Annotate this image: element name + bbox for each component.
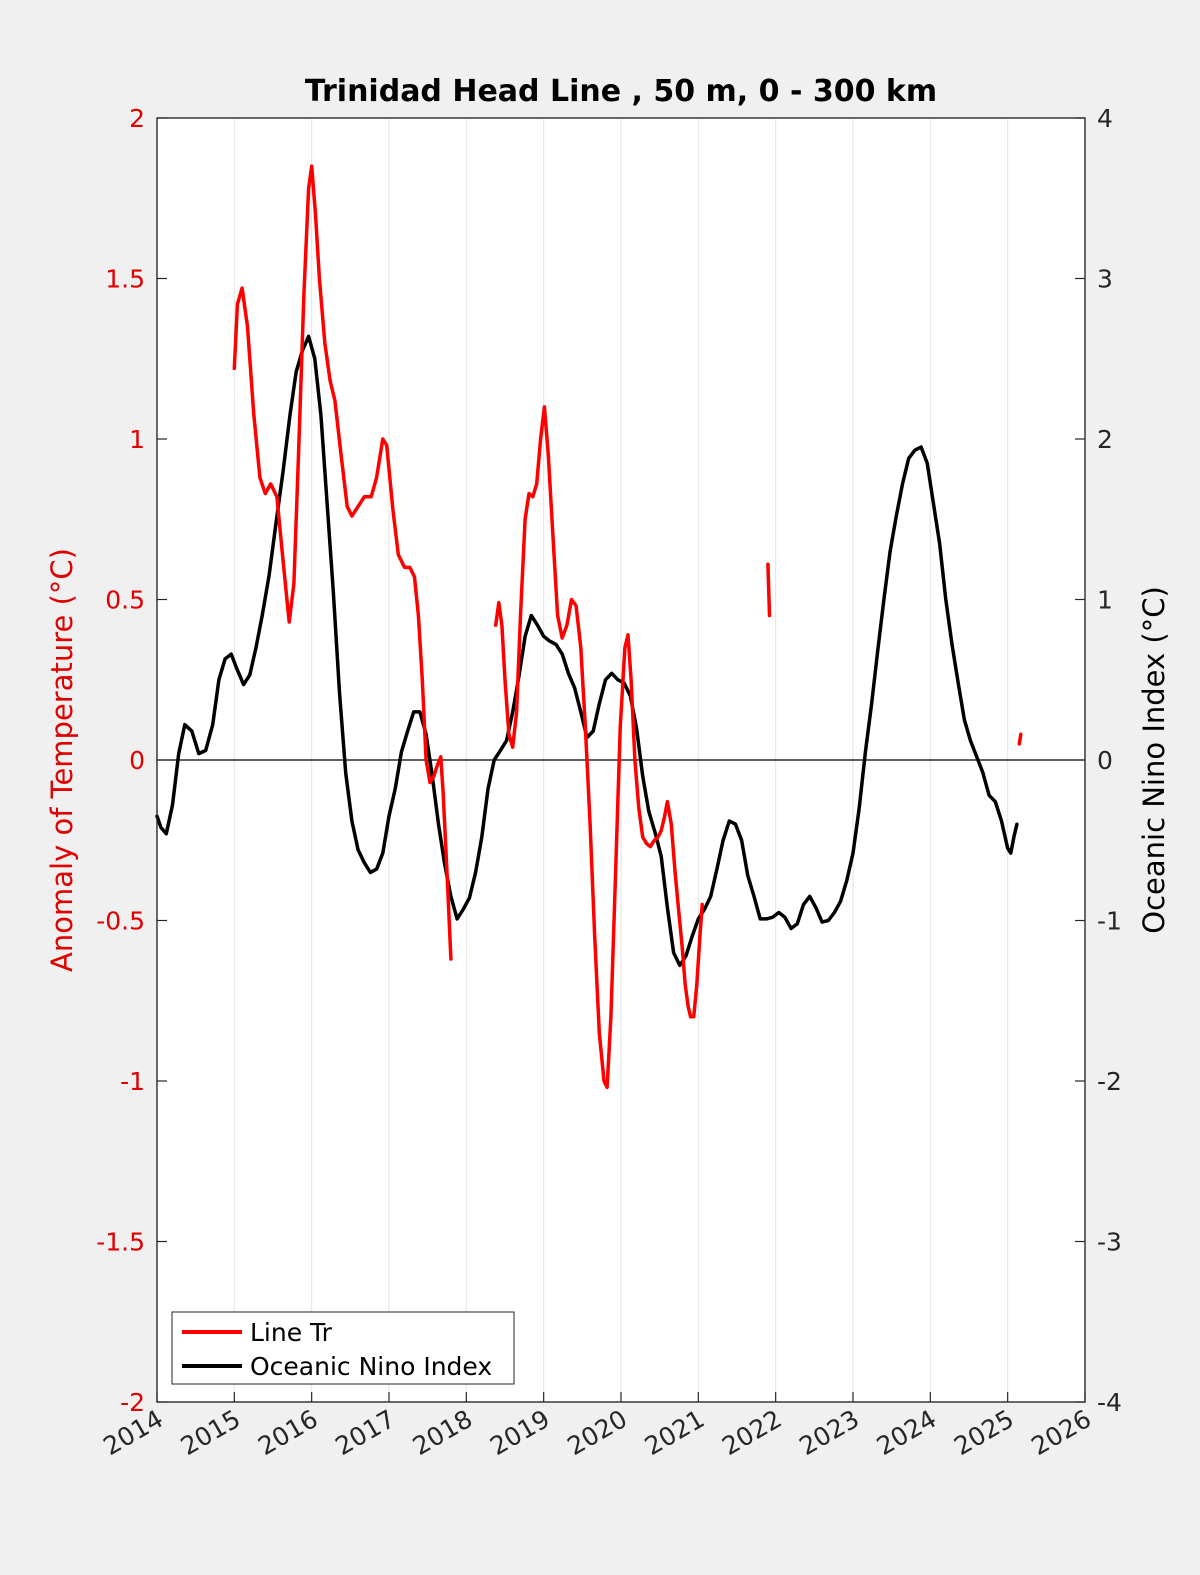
left-y-tick-label: 0 <box>129 746 145 775</box>
left-y-tick-label: -2 <box>120 1388 145 1417</box>
x-tick-label: 2016 <box>253 1404 323 1461</box>
x-tick-label: 2017 <box>330 1404 400 1461</box>
x-tick-label: 2025 <box>949 1404 1019 1461</box>
legend-box <box>171 1311 515 1385</box>
legend-label-line-tr: Line Tr <box>250 1318 333 1347</box>
x-tick-label: 2026 <box>1026 1404 1096 1461</box>
left-y-tick-label: 2 <box>129 104 145 133</box>
temperature-series-fragment <box>766 562 772 618</box>
x-tick-label: 2015 <box>176 1404 246 1461</box>
right-y-tick-label: 1 <box>1097 586 1113 615</box>
left-y-tick-label: 1.5 <box>105 265 145 294</box>
temperature-series-segment <box>232 164 453 961</box>
right-axis-label: Oceanic Nino Index (°C) <box>1137 586 1171 934</box>
x-tick-label: 2022 <box>717 1404 787 1461</box>
left-y-tick-label: -1.5 <box>96 1228 145 1257</box>
left-y-tick-label: -1 <box>120 1067 145 1096</box>
right-y-tick-label: 3 <box>1097 265 1113 294</box>
left-y-tick-label: 0.5 <box>105 586 145 615</box>
x-tick-label: 2021 <box>640 1404 710 1461</box>
legend: Line Tr Oceanic Nino Index <box>171 1311 515 1385</box>
temperature-series-segment <box>493 405 704 1090</box>
oni-series <box>155 334 1019 968</box>
right-y-tick-label: -4 <box>1097 1388 1122 1417</box>
temperature-series-fragment <box>1017 732 1023 746</box>
left-y-tick-label: -0.5 <box>96 907 145 936</box>
x-tick-label: 2023 <box>794 1404 864 1461</box>
left-axis-label: Anomaly of Temperature (°C) <box>45 548 79 972</box>
x-tick-label: 2024 <box>872 1404 942 1461</box>
left-y-tick-label: 1 <box>129 425 145 454</box>
legend-label-oni: Oceanic Nino Index <box>250 1352 492 1381</box>
plot-frame <box>156 117 1086 1403</box>
right-y-tick-label: 0 <box>1097 746 1113 775</box>
temperature-series <box>232 164 1023 1090</box>
x-tick-label: 2019 <box>485 1404 555 1461</box>
chart-title: Trinidad Head Line , 50 m, 0 - 300 km <box>305 74 937 109</box>
x-tick-label: 2018 <box>408 1404 478 1461</box>
right-y-tick-label: 4 <box>1097 104 1113 133</box>
oni-series-line <box>155 334 1019 968</box>
right-y-tick-label: -3 <box>1097 1228 1122 1257</box>
right-y-tick-label: 2 <box>1097 425 1113 454</box>
right-y-tick-label: -2 <box>1097 1067 1122 1096</box>
x-tick-label: 2020 <box>562 1404 632 1461</box>
right-y-tick-label: -1 <box>1097 907 1122 936</box>
